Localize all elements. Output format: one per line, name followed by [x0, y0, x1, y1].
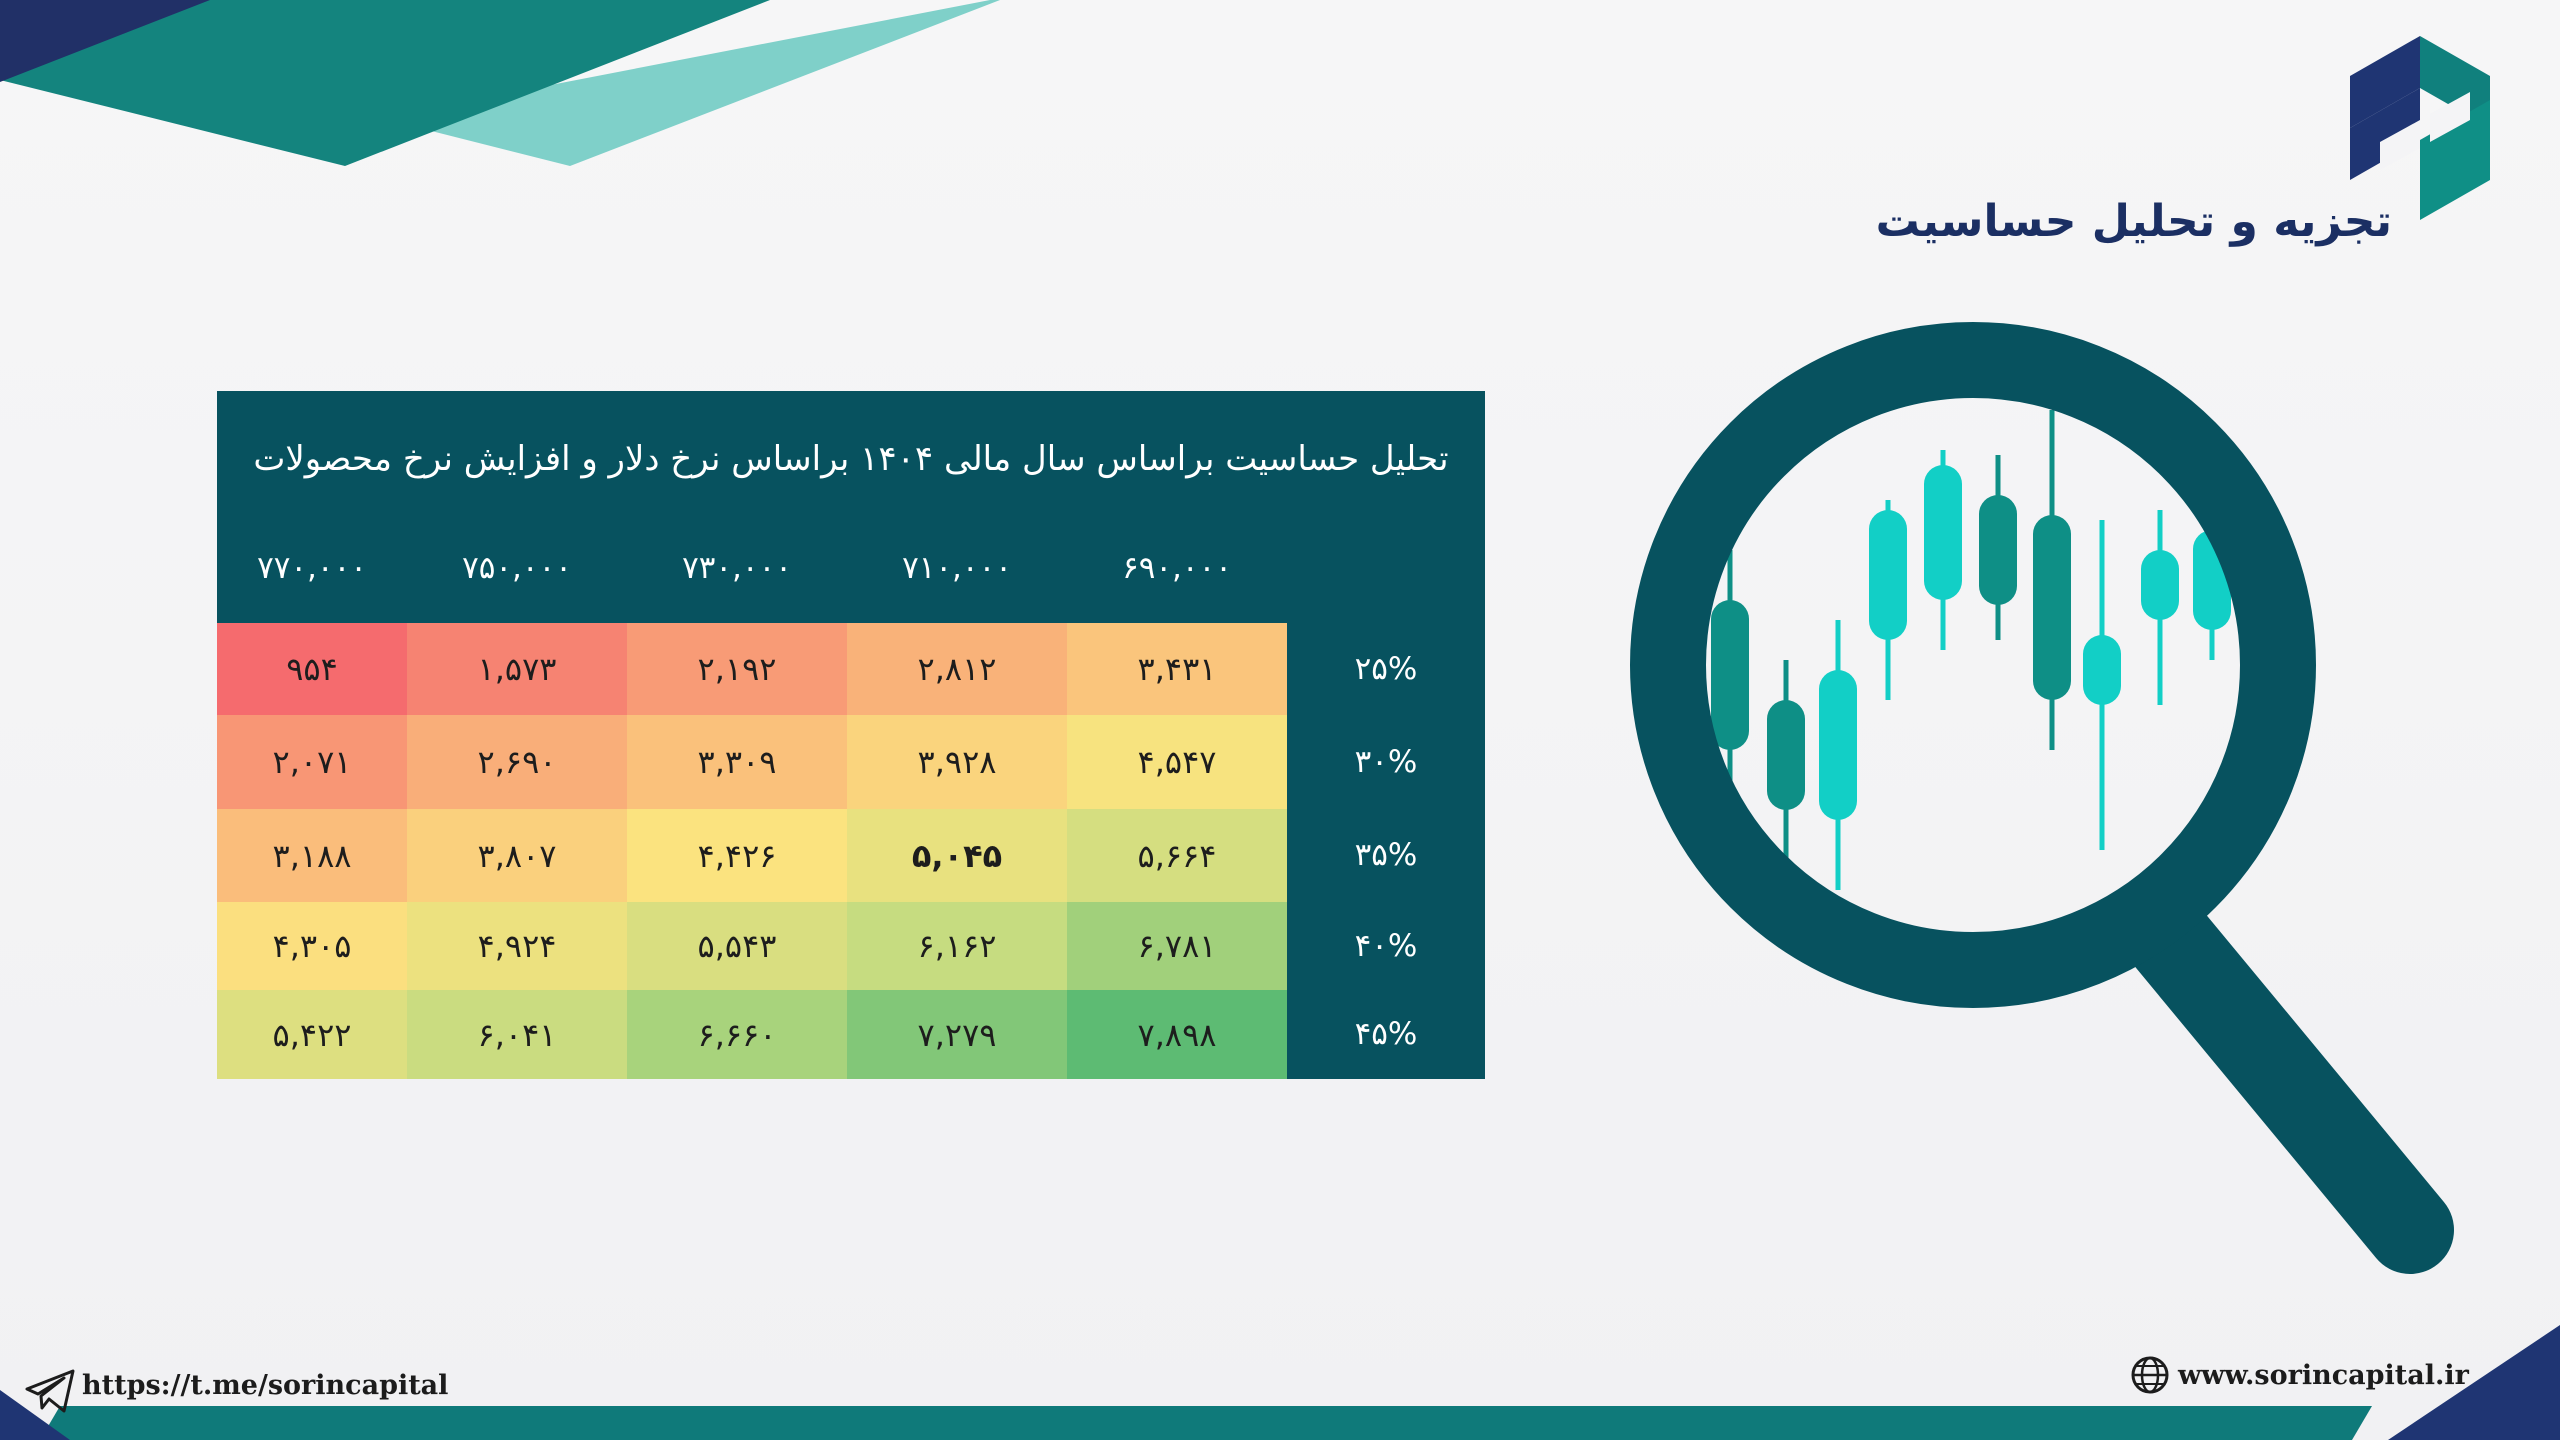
column-header: ۷۵۰,۰۰۰ — [462, 550, 572, 586]
heatmap-cell: ۶,۶۶۰ — [627, 990, 847, 1079]
magnifier-handle — [2126, 896, 2454, 1274]
row-header: ۲۵% — [1354, 651, 1418, 687]
heatmap-cell: ۳,۳۰۹ — [627, 715, 847, 809]
heatmap-cell: ۴,۵۴۷ — [1067, 715, 1287, 809]
heatmap-cell: ۶,۰۴۱ — [407, 990, 627, 1079]
heatmap-cell: ۷,۸۹۸ — [1067, 990, 1287, 1079]
top-left-ribbon-navy — [0, 0, 210, 82]
heatmap-cell: ۳,۴۳۱ — [1067, 623, 1287, 715]
sensitivity-heatmap: تحلیل حساسیت براساس سال مالی ۱۴۰۴ براساس… — [217, 391, 1485, 1079]
heatmap-cell: ۹۵۴ — [217, 623, 407, 715]
magnifier-ring — [1630, 322, 2316, 1008]
top-left-ribbon-teal — [0, 0, 770, 166]
heatmap-cell: ۲,۰۷۱ — [217, 715, 407, 809]
heatmap-cell: ۶,۱۶۲ — [847, 902, 1067, 990]
telegram-icon — [25, 1369, 75, 1413]
heatmap-cell: ۵,۴۲۲ — [217, 990, 407, 1079]
column-header: ۷۳۰,۰۰۰ — [682, 550, 792, 586]
heatmap-cell: ۵,۶۶۴ — [1067, 809, 1287, 902]
heatmap-cell: ۶,۷۸۱ — [1067, 902, 1287, 990]
column-header: ۶۹۰,۰۰۰ — [1122, 550, 1232, 586]
website-link[interactable]: www.sorincapital.ir — [2178, 1360, 2469, 1391]
heatmap-cell: ۲,۱۹۲ — [627, 623, 847, 715]
heatmap-cell: ۳,۱۸۸ — [217, 809, 407, 902]
bottom-right-corner — [2388, 1325, 2560, 1440]
heatmap-cell: ۵,۰۴۵ — [847, 809, 1067, 902]
magnifier-chart-illustration — [1630, 322, 2454, 1274]
column-header: ۷۷۰,۰۰۰ — [257, 550, 367, 586]
row-header: ۴۵% — [1354, 1016, 1418, 1052]
top-left-ribbon-light — [380, 0, 1000, 166]
candlestick-icon — [1711, 410, 2231, 890]
row-header: ۴۰% — [1354, 928, 1418, 964]
row-header: ۳۵% — [1354, 837, 1418, 873]
heatmap-cell: ۴,۹۲۴ — [407, 902, 627, 990]
globe-icon — [2131, 1356, 2169, 1394]
heatmap-cell: ۱,۵۷۳ — [407, 623, 627, 715]
heatmap-cell: ۲,۸۱۲ — [847, 623, 1067, 715]
heatmap-cell: ۴,۳۰۵ — [217, 902, 407, 990]
row-header: ۳۰% — [1354, 744, 1418, 780]
sorin-logo-icon — [2350, 36, 2490, 220]
bottom-band-teal — [40, 1406, 2372, 1440]
column-header: ۷۱۰,۰۰۰ — [902, 550, 1012, 586]
telegram-link[interactable]: https://t.me/sorincapital — [82, 1370, 449, 1401]
heatmap-cell: ۴,۴۲۶ — [627, 809, 847, 902]
page-title: تجزیه و تحلیل حساسیت — [1875, 196, 2392, 247]
heatmap-title: تحلیل حساسیت براساس سال مالی ۱۴۰۴ براساس… — [253, 439, 1449, 479]
heatmap-cell: ۵,۵۴۳ — [627, 902, 847, 990]
heatmap-cell: ۳,۸۰۷ — [407, 809, 627, 902]
heatmap-cell: ۳,۹۲۸ — [847, 715, 1067, 809]
heatmap-cell: ۲,۶۹۰ — [407, 715, 627, 809]
heatmap-cell: ۷,۲۷۹ — [847, 990, 1067, 1079]
bottom-left-corner — [0, 1390, 70, 1440]
